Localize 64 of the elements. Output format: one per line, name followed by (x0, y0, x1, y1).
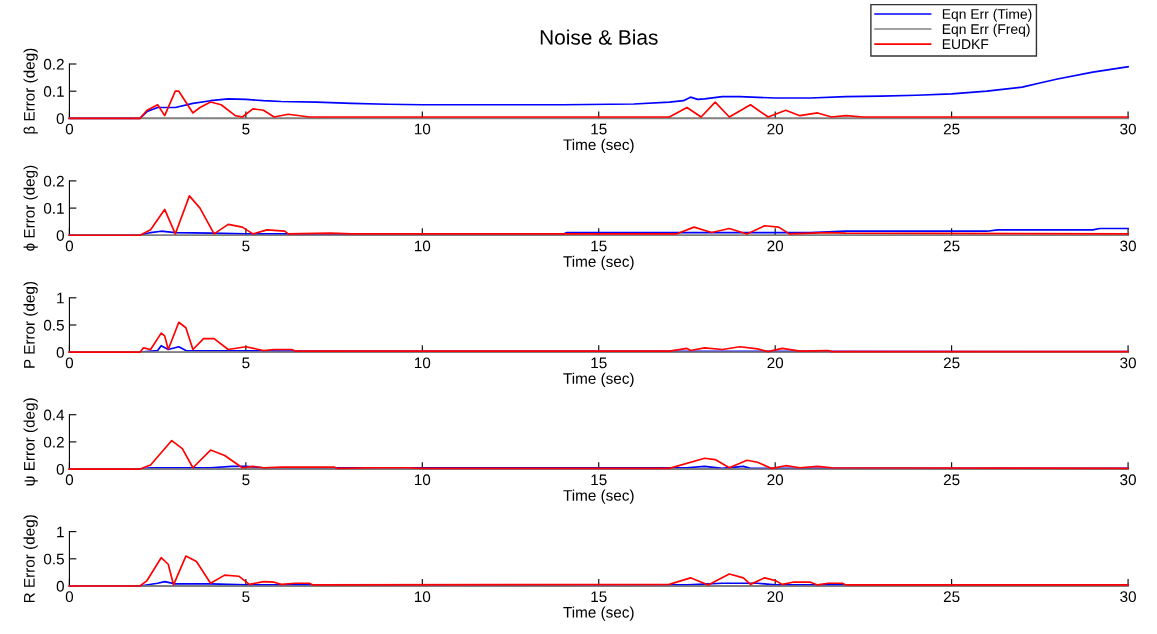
y-tick-label: 0 (56, 580, 64, 592)
x-tick-label: 5 (242, 591, 250, 603)
y-tick-label: 0.2 (43, 175, 64, 187)
x-tick-label: 10 (414, 474, 431, 486)
x-axis-title: Time (sec) (563, 489, 634, 504)
x-tick-label: 20 (767, 123, 784, 135)
x-tick-label: 20 (767, 474, 784, 486)
x-tick-label: 15 (591, 123, 607, 135)
legend-label: Eqn Err (Freq) (942, 23, 1030, 37)
y-tick-label: 0.1 (43, 202, 64, 214)
chart-title: Noise & Bias (540, 29, 658, 45)
x-tick-label: 30 (1120, 123, 1136, 135)
x-tick-label: 0 (65, 591, 74, 603)
x-tick-label: 20 (767, 240, 784, 252)
x-tick-label: 5 (242, 123, 250, 135)
x-tick-label: 5 (242, 240, 250, 252)
x-tick-label: 25 (943, 357, 960, 369)
x-tick-label: 25 (943, 591, 960, 603)
x-tick-label: 15 (591, 357, 607, 369)
y-tick-label: 0.5 (43, 553, 64, 565)
y-tick-label: 0.4 (43, 409, 65, 421)
y-tick-label: 0.1 (43, 86, 64, 97)
y-tick-label: 1 (57, 526, 64, 538)
x-tick-label: 15 (591, 591, 607, 603)
x-axis-title: Time (sec) (563, 372, 634, 387)
y-tick-label: 0 (56, 463, 64, 475)
x-tick-label: 0 (65, 357, 74, 369)
y-tick-label: 1 (57, 292, 64, 304)
y-tick-label: 0 (56, 347, 64, 358)
y-axis-title: P Error (deg) (23, 281, 38, 368)
x-tick-label: 25 (943, 240, 960, 252)
y-tick-label: 0 (56, 113, 64, 125)
x-tick-label: 0 (65, 240, 74, 252)
y-axis-title: R Error (deg) (23, 515, 38, 603)
y-tick-label: 0.2 (43, 58, 64, 70)
x-tick-label: 30 (1120, 240, 1136, 252)
x-tick-label: 15 (591, 474, 607, 486)
x-tick-label: 25 (943, 474, 960, 486)
x-axis-title: Time (sec) (563, 606, 634, 621)
x-tick-label: 0 (65, 123, 74, 135)
y-tick-label: 0 (56, 230, 64, 241)
y-tick-label: 0.2 (43, 436, 64, 448)
x-tick-label: 25 (943, 123, 960, 135)
x-tick-label: 10 (414, 123, 431, 135)
y-axis-title: ψ Error (deg) (23, 398, 38, 486)
x-tick-label: 5 (242, 357, 250, 369)
x-tick-label: 10 (414, 240, 431, 252)
x-tick-label: 30 (1120, 474, 1136, 486)
x-axis-title: Time (sec) (563, 255, 634, 271)
x-axis-title: Time (sec) (563, 138, 634, 154)
y-axis-title: ϕ Error (deg) (23, 165, 38, 251)
x-tick-label: 30 (1120, 357, 1136, 369)
x-tick-label: 20 (767, 357, 784, 369)
x-tick-label: 10 (414, 591, 431, 603)
x-tick-label: 20 (767, 591, 784, 603)
x-tick-label: 30 (1120, 591, 1136, 603)
x-tick-label: 10 (414, 357, 431, 369)
legend-label: Eqn Err (Time) (942, 8, 1032, 22)
y-axis-title: β Error (deg) (23, 48, 38, 134)
x-tick-label: 0 (65, 474, 74, 486)
y-tick-label: 0.5 (43, 319, 64, 331)
x-tick-label: 5 (242, 474, 250, 486)
legend-label: EUDKF (942, 39, 989, 50)
x-tick-label: 15 (591, 240, 607, 252)
